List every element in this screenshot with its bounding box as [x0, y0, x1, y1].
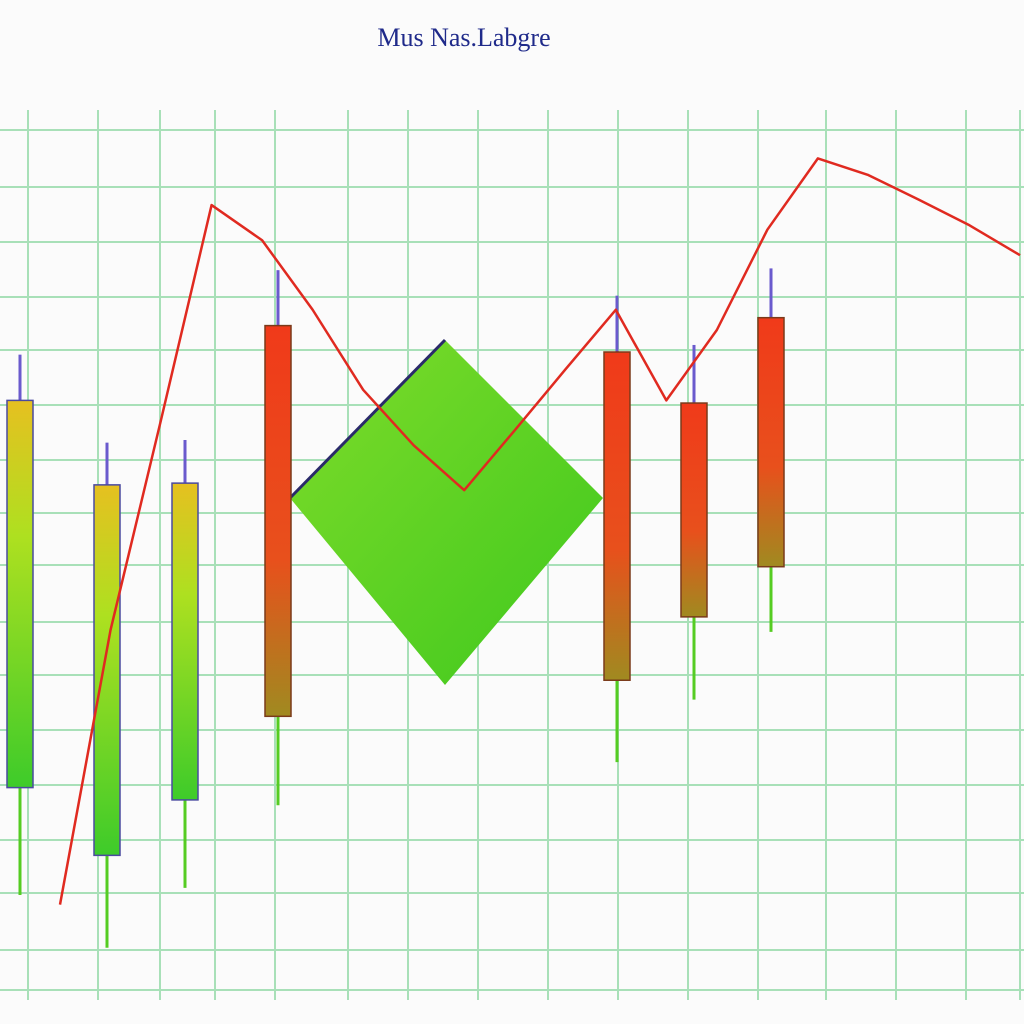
candle-body: [6, 399, 34, 789]
diamond-decoration: [290, 340, 603, 685]
candle-body: [680, 402, 708, 618]
plot: [6, 157, 1021, 948]
candle-body: [264, 324, 292, 718]
candle-body: [757, 316, 785, 568]
trend-line: [58, 157, 1021, 905]
candle-body: [171, 482, 199, 801]
candle-body: [603, 351, 631, 681]
chart-title: Mus Nas.Labgre: [377, 23, 550, 52]
candle-body: [93, 484, 121, 857]
diamond-edge: [288, 338, 447, 500]
